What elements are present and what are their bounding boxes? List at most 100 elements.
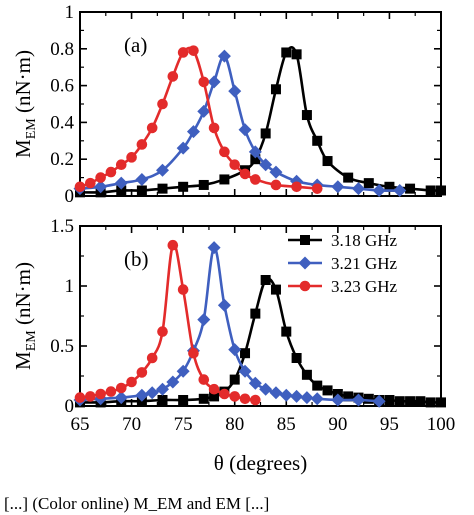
data-point [136,367,148,378]
legend-label: 3.21 GHz [331,254,398,273]
data-point [74,392,86,403]
data-point [351,182,365,196]
y-tick-label: 1 [65,2,75,23]
legend-label: 3.18 GHz [331,231,398,250]
data-point [176,141,190,155]
data-point [157,326,168,337]
y-tick-label: 0.8 [50,39,74,60]
data-point [363,178,374,189]
data-point [188,347,199,359]
x-axis-title: θ (degrees) [214,451,307,475]
x-tick-label: 100 [427,414,456,435]
data-point [197,104,211,118]
data-point [188,45,199,56]
data-point [384,395,395,405]
data-point [405,396,416,407]
data-point [229,159,241,171]
legend-label: 3.23 GHz [331,277,398,296]
y-tick-label: 0 [65,396,75,417]
data-point [74,181,86,193]
data-point [114,176,128,190]
data-point [239,168,251,180]
data-point [116,185,127,196]
series-3-18-ghz-a [75,46,446,198]
y-tick-label: 0 [65,186,75,207]
data-point [281,47,292,58]
data-point [312,380,323,391]
data-point [219,388,230,400]
series-3-21-ghz-b [73,241,386,408]
y-tick-label: 0.2 [50,149,74,170]
data-point [436,185,446,196]
series-3-21-ghz-a [73,49,407,197]
y-tick-label: 0.6 [50,76,74,97]
data-point [270,84,281,95]
data-point [372,183,386,197]
panel-label-b: (b) [124,247,149,271]
data-point [310,392,324,406]
y-tick-label: 0.5 [50,336,74,357]
data-point [197,313,211,327]
data-point [167,239,179,251]
data-point [425,185,436,196]
data-point [363,393,374,404]
data-point [250,174,261,185]
data-point [250,308,261,319]
data-point [219,146,230,158]
data-point [250,154,261,165]
legend-marker [298,256,312,270]
data-point [384,181,395,192]
data-point [269,386,283,400]
data-point [270,284,281,295]
data-point [300,391,314,405]
data-point [85,391,96,402]
data-point [157,395,168,405]
data-point [238,364,252,378]
data-point [393,183,407,197]
data-point [135,388,149,402]
data-point [198,374,210,385]
data-point [115,159,127,171]
data-point [135,172,149,186]
data-point [331,393,345,407]
data-point [217,49,231,63]
data-point [239,393,251,405]
data-point [290,389,304,403]
y-axis-title-b: MEM (nN·m) [11,262,39,370]
data-point [166,375,180,389]
data-point [146,122,158,134]
y-axis-title-main-a: M [11,139,35,158]
data-point [291,181,302,193]
data-point [146,352,158,364]
data-point [156,382,170,396]
x-tick-label: 65 [71,414,90,435]
data-point [311,183,323,194]
series-group-b [73,239,446,408]
data-point [136,139,148,150]
data-point [425,397,436,408]
data-point [167,71,179,82]
data-point [157,183,168,194]
x-tick-label: 70 [122,414,141,435]
data-point [178,395,189,405]
data-point [248,376,262,390]
data-point [207,241,221,255]
data-point [301,369,312,380]
y-axis-title-unit-b: (nN·m) [11,262,35,330]
data-point [186,125,200,139]
data-point [229,391,241,402]
data-point [95,388,106,400]
data-point [85,177,96,189]
data-point [157,98,168,110]
legend: 3.18 GHz 3.21 GHz 3.23 GHz [288,231,398,296]
series-group-a [73,45,446,198]
series-line [79,46,442,194]
data-point [372,394,386,408]
data-point [394,396,405,407]
panel-a: 0 0.2 0.4 0.6 0.8 1 (a) MEM (nN·m) [11,2,446,207]
axes-a: 0 0.2 0.4 0.6 0.8 1 [50,2,442,207]
data-point [228,84,242,98]
y-tick-label: 0.4 [50,112,74,133]
x-tick-label: 80 [225,414,244,435]
data-point [248,145,262,159]
